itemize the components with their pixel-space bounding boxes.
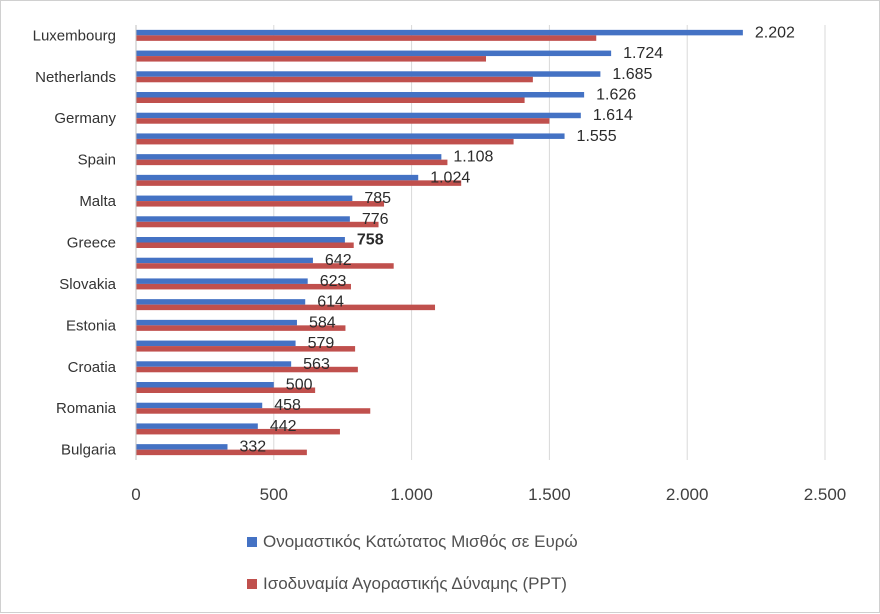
bar-series-2 [136, 449, 307, 456]
category-label: Romania [56, 400, 117, 417]
bar-series-1 [136, 133, 565, 139]
labels: 0 500 1.000 1.500 2.000 2.500 2.202 1.724 1.685 1… [33, 24, 847, 504]
bar-series-2 [136, 35, 597, 41]
bar-series-1 [136, 278, 308, 284]
bar-series-2 [136, 118, 550, 124]
bar-series-1 [136, 257, 313, 264]
bar-series-1 [136, 174, 419, 181]
value-label: 785 [364, 190, 391, 207]
bar-series-2 [136, 346, 356, 352]
category-label: Netherlands [35, 69, 116, 86]
bar-series-2 [136, 97, 525, 103]
category-label: Slovakia [59, 276, 116, 293]
bar-series-1 [136, 402, 263, 409]
value-label: 614 [317, 294, 344, 311]
legend-swatch-series-1 [247, 537, 257, 547]
bar-series-1 [136, 340, 296, 347]
value-label: 500 [286, 377, 313, 394]
x-tick-label: 1.500 [528, 485, 571, 504]
bar-series-2 [136, 263, 394, 269]
bar-series-2 [136, 387, 316, 393]
category-label: Luxembourg [33, 27, 116, 44]
bar-series-1 [136, 71, 601, 77]
bar-series-2 [136, 201, 385, 207]
category-label: Germany [54, 110, 116, 127]
bar-series-1 [136, 154, 442, 160]
bar-series-2 [136, 428, 340, 435]
bar-series-2 [136, 325, 346, 331]
legend-item-series-1: Ονομαστικός Κατώτατος Μισθός σε Ευρώ [247, 530, 578, 554]
x-tick-label: 2.500 [804, 485, 847, 504]
bar-series-2 [136, 366, 358, 373]
bar-series-2 [136, 180, 462, 186]
value-label: 563 [303, 356, 330, 373]
value-label: 332 [239, 439, 266, 456]
legend-label-series-2: Ισοδυναμία Αγοραστικής Δύναμης (PPT) [263, 574, 567, 593]
value-label: 1.614 [593, 107, 633, 124]
value-label: 1.555 [577, 128, 617, 145]
value-label: 584 [309, 314, 336, 331]
value-label: 1.626 [596, 87, 636, 104]
bar-series-2 [136, 304, 436, 311]
x-tick-label: 500 [260, 485, 288, 504]
bar-series-1 [136, 319, 297, 326]
bar-series-2 [136, 221, 379, 228]
bar-series-1 [136, 444, 228, 450]
category-label: Greece [67, 235, 116, 252]
legend: Ονομαστικός Κατώτατος Μισθός σε Ευρώ Ισο… [247, 530, 578, 614]
bars [136, 29, 743, 456]
value-label: 1.724 [623, 45, 663, 62]
value-label: 1.685 [612, 66, 652, 83]
bar-series-1 [136, 50, 612, 57]
bar-series-1 [136, 237, 345, 243]
bar-series-2 [136, 408, 371, 414]
bar-series-1 [136, 195, 353, 202]
category-label: Spain [78, 152, 116, 169]
value-label: 442 [270, 418, 297, 435]
x-tick-label: 2.000 [666, 485, 709, 504]
bar-series-1 [136, 112, 581, 119]
legend-label-series-1: Ονομαστικός Κατώτατος Μισθός σε Ευρώ [263, 532, 578, 551]
value-label: 579 [308, 335, 335, 352]
value-label: 1.108 [453, 149, 493, 166]
category-label: Estonia [66, 317, 117, 334]
x-tick-label: 1.000 [390, 485, 433, 504]
bar-series-2 [136, 138, 514, 145]
bar-series-1 [136, 216, 350, 222]
x-tick-label: 0 [131, 485, 140, 504]
value-label: 2.202 [755, 24, 795, 41]
bar-series-1 [136, 382, 274, 388]
bar-series-2 [136, 56, 487, 62]
category-label: Croatia [68, 359, 117, 376]
value-label: 623 [320, 273, 347, 290]
bar-series-1 [136, 423, 258, 429]
category-label: Bulgaria [61, 442, 117, 459]
legend-item-series-2: Ισοδυναμία Αγοραστικής Δύναμης (PPT) [247, 572, 578, 596]
bar-series-2 [136, 159, 448, 166]
value-label: 758 [357, 232, 384, 249]
bar-series-2 [136, 242, 354, 248]
value-label: 458 [274, 397, 301, 414]
legend-swatch-series-2 [247, 579, 257, 589]
bar-series-1 [136, 361, 292, 367]
value-label: 1.024 [430, 169, 470, 186]
value-label: 776 [362, 211, 389, 228]
bar-series-2 [136, 76, 533, 83]
bar-series-1 [136, 29, 743, 36]
category-label: Malta [79, 193, 116, 210]
bar-series-1 [136, 92, 585, 98]
value-label: 642 [325, 252, 352, 269]
bar-series-2 [136, 283, 351, 290]
bar-series-1 [136, 299, 306, 305]
